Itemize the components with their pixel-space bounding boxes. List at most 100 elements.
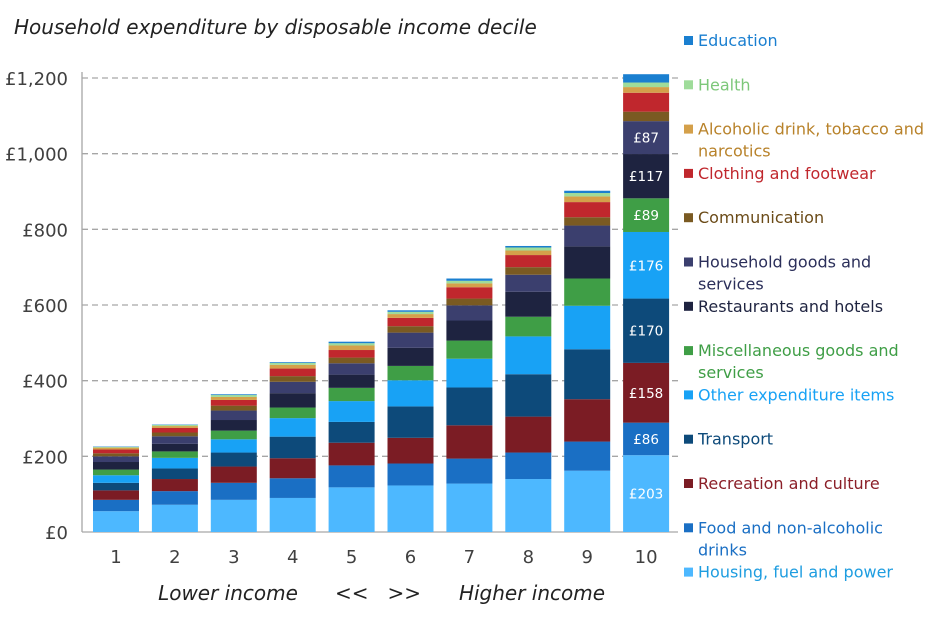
bars: £203 £86 £158 £170 £176 £89 £117 £87	[93, 74, 670, 532]
data-label: £170	[629, 324, 663, 340]
bar-segment-housing-fuel-and-power	[328, 487, 375, 532]
legend-label: Recreation and culture	[698, 474, 880, 493]
data-label: £89	[633, 208, 659, 224]
legend-label: Restaurants and hotels	[698, 297, 883, 316]
bar-segment-clothing-and-footwear	[446, 287, 493, 299]
bar-segment-clothing-and-footwear	[387, 317, 434, 327]
bar-segment-transport	[505, 374, 552, 417]
y-tick-label: £600	[22, 296, 68, 317]
data-label: £87	[633, 131, 659, 147]
x-caption-higher: Higher income	[459, 581, 605, 605]
legend-swatch-other-expenditure-items	[684, 390, 693, 400]
bar-segment-clothing-and-footwear	[151, 427, 198, 433]
legend-swatch-education	[684, 36, 693, 45]
bar-segment-food-and-non-alcoholic-drinks	[446, 458, 493, 484]
bar-segment-health	[93, 446, 139, 448]
bar-segment-food-and-non-alcoholic-drinks	[328, 465, 375, 488]
bar-segment-other-expenditure-items	[210, 439, 257, 453]
legend-label: drinks	[698, 540, 747, 559]
bar-segment-alcoholic-drink-tobacco-and-narcotics	[328, 345, 375, 351]
bar-segment-education	[269, 362, 316, 363]
y-tick-label: £800	[22, 220, 68, 241]
bar-segment-other-expenditure-items	[93, 475, 139, 483]
bar-segment-recreation-and-culture	[387, 437, 434, 464]
bar-segment-food-and-non-alcoholic-drinks	[151, 491, 198, 505]
bar-segment-recreation-and-culture	[269, 458, 316, 479]
bar-segment-food-and-non-alcoholic-drinks	[623, 422, 670, 456]
legend-swatch-communication	[684, 213, 693, 223]
bar-segment-education	[328, 341, 375, 344]
bar-segment-housing-fuel-and-power	[505, 479, 552, 532]
bar-segment-education	[387, 310, 434, 312]
bar-segment-health	[151, 424, 198, 427]
bar-segment-clothing-and-footwear	[623, 92, 670, 112]
legend-label: Education	[698, 31, 778, 50]
chart-title: Household expenditure by disposable inco…	[14, 15, 537, 39]
legend-label: Health	[698, 75, 751, 94]
bar-segment-alcoholic-drink-tobacco-and-narcotics	[151, 426, 198, 428]
bar-segment-communication	[93, 453, 139, 457]
bar-segment-miscellaneous-goods-and-services	[387, 365, 434, 381]
bar-segment-household-goods-and-services	[269, 381, 316, 394]
bar-segment-restaurants-and-hotels	[328, 374, 375, 388]
y-tick-label: £400	[22, 372, 68, 393]
bar-segment-recreation-and-culture	[93, 490, 139, 500]
legend-swatch-food-and-non-alcoholic-drinks	[684, 523, 693, 533]
bar-segment-clothing-and-footwear	[328, 350, 375, 358]
bar-segment-communication	[387, 326, 434, 333]
bar-segment-miscellaneous-goods-and-services	[446, 340, 493, 359]
bar-segment-other-expenditure-items	[328, 401, 375, 422]
bar-segment-recreation-and-culture	[446, 425, 493, 459]
bar-segment-food-and-non-alcoholic-drinks	[505, 452, 552, 480]
bar-segment-miscellaneous-goods-and-services	[210, 430, 257, 440]
bar-segment-food-and-non-alcoholic-drinks	[210, 482, 257, 500]
legend-swatch-health	[684, 80, 693, 90]
bar-segment-restaurants-and-hotels	[446, 320, 493, 341]
bar-segment-restaurants-and-hotels	[93, 462, 139, 470]
bar-segment-food-and-non-alcoholic-drinks	[93, 499, 139, 512]
x-tick-label: 10	[635, 547, 658, 568]
x-tick-label: 3	[228, 547, 239, 568]
bar-segment-miscellaneous-goods-and-services	[328, 387, 375, 402]
legend-label: services	[698, 363, 764, 382]
data-label: £158	[629, 386, 663, 402]
legend-label: Communication	[698, 208, 824, 227]
bar-segment-restaurants-and-hotels	[505, 291, 552, 317]
legend-label: Miscellaneous goods and	[698, 341, 899, 360]
bar-segment-transport	[210, 452, 257, 467]
bar-segment-food-and-non-alcoholic-drinks	[387, 463, 434, 486]
legend-swatch-clothing-and-footwear	[684, 168, 693, 178]
bar-segment-transport	[93, 482, 139, 491]
legend-label: narcotics	[698, 142, 771, 161]
bar-segment-communication	[505, 267, 552, 275]
bar-segment-housing-fuel-and-power	[564, 470, 611, 532]
data-label: £176	[629, 258, 663, 274]
legend-swatch-housing-fuel-and-power	[684, 567, 693, 577]
bar-segment-miscellaneous-goods-and-services	[151, 451, 198, 458]
bar-segment-communication	[151, 432, 198, 437]
bar-segment-alcoholic-drink-tobacco-and-narcotics	[93, 447, 139, 450]
x-tick-label: 2	[169, 547, 180, 568]
bar-segment-recreation-and-culture	[210, 466, 257, 483]
x-tick-label: 5	[346, 547, 357, 568]
bar-segment-health	[387, 311, 434, 315]
y-tick-label: £200	[22, 447, 68, 468]
bar-segment-health	[328, 343, 375, 346]
x-tick-label: 6	[405, 547, 416, 568]
bar-segment-alcoholic-drink-tobacco-and-narcotics	[564, 196, 611, 203]
bar-segment-communication	[446, 298, 493, 306]
bar-segment-education	[505, 245, 552, 248]
bar-segment-communication	[269, 376, 316, 382]
bar-segment-housing-fuel-and-power	[269, 497, 316, 532]
bar-segment-miscellaneous-goods-and-services	[564, 278, 611, 306]
bar-segment-household-goods-and-services	[151, 436, 198, 444]
bar-segment-housing-fuel-and-power	[210, 499, 257, 532]
bar-segment-alcoholic-drink-tobacco-and-narcotics	[505, 250, 552, 256]
bar-segment-other-expenditure-items	[446, 358, 493, 388]
bar-segment-communication	[328, 357, 375, 364]
bar-segment-restaurants-and-hotels	[151, 443, 198, 452]
bar-segment-recreation-and-culture	[505, 416, 552, 453]
bar-segment-communication	[210, 405, 257, 411]
bar-segment-miscellaneous-goods-and-services	[623, 198, 670, 232]
bar-segment-household-goods-and-services	[210, 410, 257, 421]
